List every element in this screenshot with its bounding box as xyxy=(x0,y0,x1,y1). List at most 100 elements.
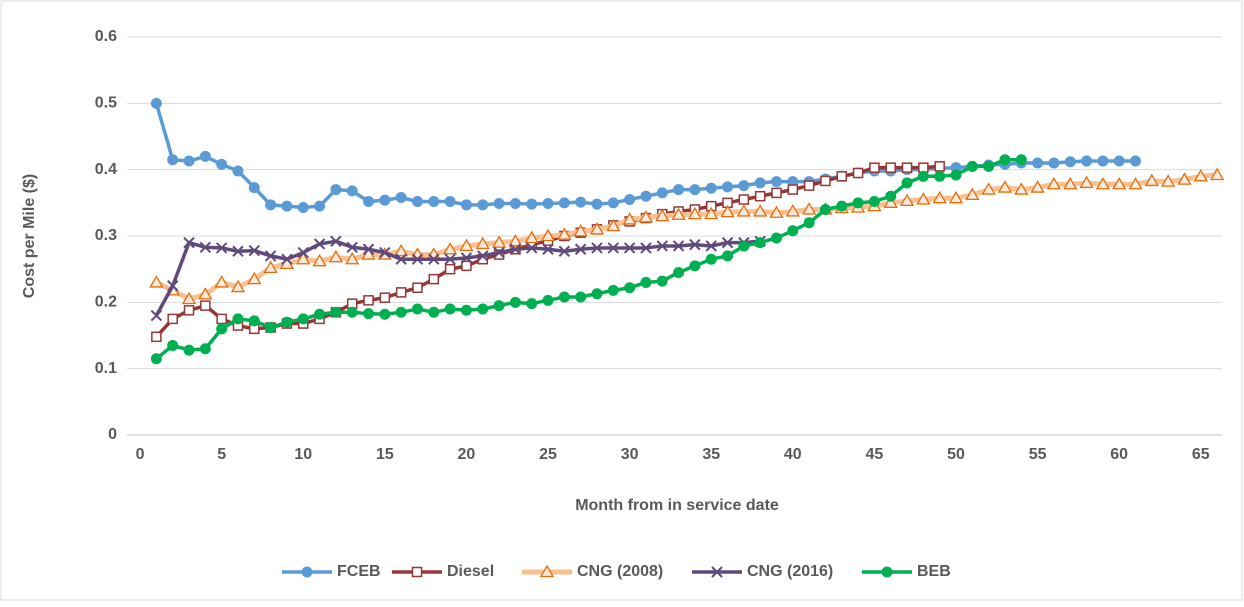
x-tick-label: 60 xyxy=(1110,446,1128,463)
line xyxy=(154,239,761,317)
marker xyxy=(379,308,391,320)
marker xyxy=(1113,155,1125,167)
marker xyxy=(395,287,407,298)
marker xyxy=(672,240,685,252)
marker xyxy=(869,162,880,173)
marker xyxy=(264,250,277,262)
marker xyxy=(296,251,311,265)
marker xyxy=(363,308,375,320)
marker xyxy=(444,263,456,275)
marker xyxy=(248,315,260,327)
x-tick-label: 35 xyxy=(702,446,720,463)
x-tick-label: 30 xyxy=(621,446,639,463)
marker xyxy=(166,280,179,292)
marker xyxy=(248,182,260,194)
x-tick-label: 5 xyxy=(217,446,226,463)
legend-marker xyxy=(711,566,723,578)
marker xyxy=(150,353,162,365)
marker xyxy=(640,276,652,288)
x-tick-label: 15 xyxy=(376,446,394,463)
marker xyxy=(689,238,701,251)
marker xyxy=(1177,172,1192,185)
marker xyxy=(753,204,768,217)
marker xyxy=(314,308,326,320)
marker xyxy=(722,250,734,262)
marker xyxy=(624,194,636,206)
y-tick-label: 0.1 xyxy=(95,360,117,377)
marker xyxy=(589,222,605,235)
marker xyxy=(394,243,409,257)
marker xyxy=(722,181,734,193)
y-tick-label: 0.4 xyxy=(95,161,117,178)
marker xyxy=(1193,168,1208,182)
marker xyxy=(965,187,980,201)
marker xyxy=(917,170,929,182)
marker xyxy=(802,202,817,215)
marker xyxy=(428,253,440,265)
x-tick-label: 40 xyxy=(784,446,802,463)
marker xyxy=(281,253,293,265)
marker xyxy=(575,291,587,303)
marker xyxy=(591,198,603,210)
marker xyxy=(526,298,538,310)
marker xyxy=(230,279,246,293)
marker xyxy=(199,343,211,355)
marker xyxy=(705,253,717,265)
marker xyxy=(444,196,456,208)
marker xyxy=(508,233,523,247)
marker xyxy=(411,196,423,208)
marker xyxy=(607,242,620,254)
legend-label: Diesel xyxy=(447,563,494,580)
x-tick-label: 25 xyxy=(539,446,557,463)
marker xyxy=(721,236,734,249)
marker xyxy=(297,313,309,325)
marker xyxy=(395,192,407,204)
marker xyxy=(493,197,505,209)
marker xyxy=(754,237,766,249)
marker xyxy=(216,323,228,335)
marker xyxy=(689,260,701,272)
marker xyxy=(1209,167,1225,181)
marker xyxy=(442,241,458,255)
marker xyxy=(1161,174,1176,187)
marker xyxy=(183,236,195,249)
marker xyxy=(1048,157,1060,169)
marker xyxy=(183,155,195,167)
marker xyxy=(313,238,326,250)
marker xyxy=(687,206,703,220)
y-tick-label: 0.6 xyxy=(95,28,117,45)
marker xyxy=(411,253,424,265)
marker xyxy=(655,208,670,222)
marker xyxy=(738,194,750,205)
marker xyxy=(901,177,913,189)
marker xyxy=(328,249,344,263)
marker xyxy=(265,322,277,334)
marker xyxy=(1095,176,1110,190)
marker xyxy=(1063,176,1078,190)
marker xyxy=(459,238,474,252)
marker xyxy=(215,242,228,254)
marker xyxy=(640,242,652,254)
marker xyxy=(754,190,766,202)
marker xyxy=(1144,173,1159,187)
legend-label: FCEB xyxy=(337,563,381,580)
marker xyxy=(265,199,277,211)
marker xyxy=(720,204,735,218)
x-tick-label: 65 xyxy=(1192,446,1210,463)
marker xyxy=(216,313,227,325)
marker xyxy=(477,303,489,315)
marker xyxy=(330,306,342,318)
marker xyxy=(868,196,880,208)
marker xyxy=(461,260,472,272)
x-tick-label: 50 xyxy=(947,446,965,463)
marker xyxy=(493,246,505,259)
marker xyxy=(167,339,179,351)
marker xyxy=(460,304,472,316)
marker xyxy=(934,170,946,182)
marker xyxy=(1032,157,1044,169)
marker xyxy=(1130,155,1142,167)
x-tick-label: 20 xyxy=(458,446,476,463)
x-axis-title: Month from in service date xyxy=(575,497,779,514)
marker xyxy=(248,244,260,257)
